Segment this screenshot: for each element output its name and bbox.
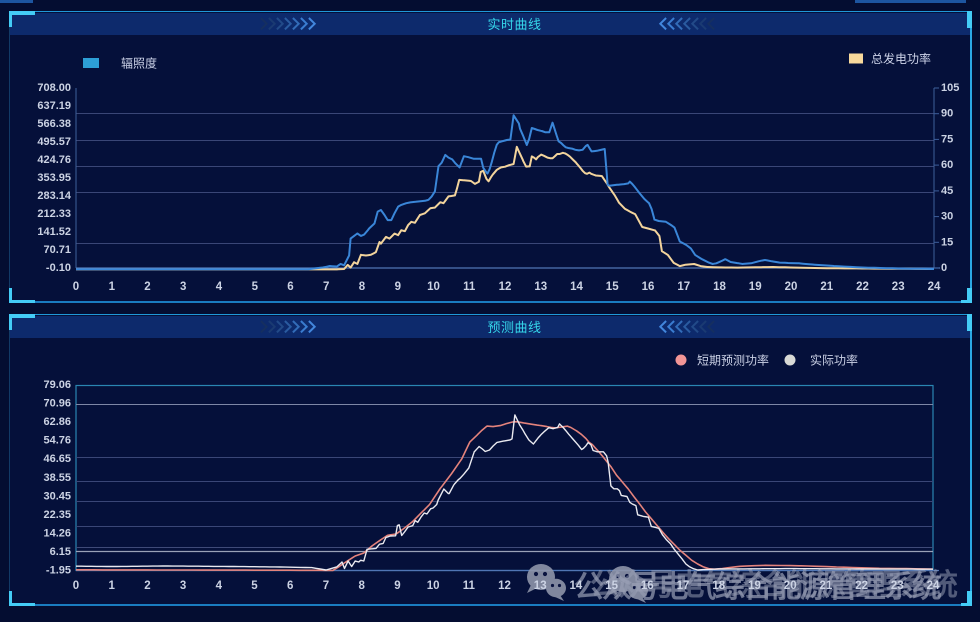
svg-text:1: 1 [108, 580, 115, 592]
svg-text:2: 2 [144, 580, 150, 592]
svg-text:15: 15 [605, 580, 618, 592]
svg-text:637.19: 637.19 [37, 100, 71, 112]
svg-text:60: 60 [941, 159, 953, 171]
svg-text:708.00: 708.00 [37, 82, 71, 94]
svg-text:13: 13 [534, 580, 547, 592]
svg-text:46.65: 46.65 [43, 453, 71, 465]
svg-text:79.06: 79.06 [43, 379, 71, 391]
svg-text:4: 4 [216, 580, 223, 592]
svg-text:3: 3 [180, 281, 186, 293]
svg-text:公众号电气综合能源管理系统: 公众号电气综合能源管理系统 [590, 568, 958, 602]
svg-text:22.35: 22.35 [43, 509, 71, 521]
svg-text:6: 6 [287, 281, 293, 293]
svg-text:20: 20 [784, 580, 797, 592]
svg-text:-0.10: -0.10 [46, 262, 71, 274]
svg-text:10: 10 [427, 281, 440, 293]
svg-text:495.57: 495.57 [37, 136, 71, 148]
svg-text:353.95: 353.95 [37, 172, 71, 184]
svg-text:9: 9 [395, 281, 401, 293]
svg-text:短期预测功率: 短期预测功率 [697, 353, 769, 368]
svg-text:8: 8 [359, 281, 366, 293]
svg-text:15: 15 [606, 281, 619, 293]
svg-text:14: 14 [570, 580, 583, 592]
svg-text:20: 20 [785, 281, 798, 293]
svg-text:23: 23 [891, 580, 904, 592]
svg-text:11: 11 [463, 580, 476, 592]
svg-text:16: 16 [641, 580, 654, 592]
svg-text:54.76: 54.76 [43, 435, 71, 447]
svg-text:30: 30 [941, 211, 953, 223]
svg-text:实时曲线: 实时曲线 [487, 17, 541, 32]
svg-text:17: 17 [677, 281, 690, 293]
svg-text:283.14: 283.14 [37, 190, 72, 202]
svg-text:7: 7 [323, 580, 329, 592]
svg-text:13: 13 [534, 281, 547, 293]
svg-text:1: 1 [109, 281, 116, 293]
svg-text:18: 18 [713, 281, 726, 293]
svg-text:12: 12 [498, 580, 511, 592]
svg-text:90: 90 [941, 108, 953, 120]
svg-text:预测曲线: 预测曲线 [487, 320, 541, 335]
svg-text:141.52: 141.52 [37, 226, 71, 238]
svg-text:18: 18 [712, 580, 725, 592]
svg-text:24: 24 [927, 580, 940, 592]
svg-text:45: 45 [941, 185, 953, 197]
svg-text:62.86: 62.86 [43, 416, 71, 428]
svg-text:16: 16 [642, 281, 655, 293]
svg-text:14: 14 [570, 281, 583, 293]
svg-text:6.15: 6.15 [50, 546, 71, 558]
svg-text:公众号电气综合能源管理系统: 公众号电气综合能源管理系统 [574, 570, 942, 604]
svg-text:0: 0 [73, 580, 79, 592]
svg-text:4: 4 [216, 281, 223, 293]
svg-text:10: 10 [427, 580, 440, 592]
svg-text:实际功率: 实际功率 [810, 353, 858, 368]
svg-text:0: 0 [73, 281, 79, 293]
svg-text:38.55: 38.55 [43, 472, 71, 484]
svg-text:22: 22 [856, 281, 869, 293]
svg-text:12: 12 [499, 281, 512, 293]
svg-text:22: 22 [855, 580, 868, 592]
svg-text:0: 0 [941, 262, 947, 274]
svg-text:21: 21 [820, 281, 833, 293]
svg-text:75: 75 [941, 133, 953, 145]
svg-text:总发电功率: 总发电功率 [871, 51, 931, 66]
svg-text:105: 105 [941, 82, 959, 94]
svg-text:566.38: 566.38 [37, 118, 71, 130]
svg-text:3: 3 [180, 580, 186, 592]
svg-text:19: 19 [748, 580, 761, 592]
svg-text:5: 5 [251, 580, 258, 592]
svg-text:15: 15 [941, 236, 953, 248]
svg-text:6: 6 [287, 580, 293, 592]
svg-text:424.76: 424.76 [37, 154, 71, 166]
svg-text:19: 19 [749, 281, 762, 293]
svg-text:23: 23 [892, 281, 905, 293]
svg-text:-1.95: -1.95 [46, 565, 71, 577]
svg-text:辐照度: 辐照度 [121, 56, 157, 71]
svg-text:2: 2 [144, 281, 150, 293]
svg-text:24: 24 [928, 281, 941, 293]
svg-text:17: 17 [677, 580, 690, 592]
svg-text:212.33: 212.33 [37, 208, 71, 220]
svg-text:9: 9 [394, 580, 400, 592]
svg-text:70.96: 70.96 [43, 398, 71, 410]
svg-text:70.71: 70.71 [43, 244, 71, 256]
svg-text:14.26: 14.26 [43, 527, 71, 539]
svg-text:7: 7 [323, 281, 329, 293]
svg-text:11: 11 [463, 281, 476, 293]
svg-text:30.45: 30.45 [43, 490, 71, 502]
svg-text:8: 8 [358, 580, 365, 592]
svg-text:21: 21 [820, 580, 833, 592]
svg-text:5: 5 [252, 281, 259, 293]
